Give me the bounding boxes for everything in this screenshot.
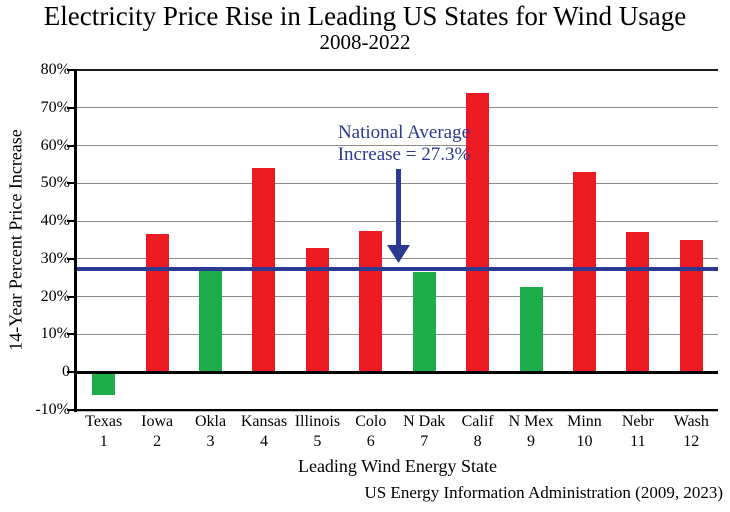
y-tick — [67, 371, 74, 374]
state-name: Colo — [355, 413, 387, 430]
chart-subtitle: 2008-2022 — [319, 30, 411, 54]
y-tick-label: 50% — [40, 174, 70, 192]
y-tick-label: -10% — [35, 401, 70, 418]
y-tick-label: 0 — [62, 363, 70, 381]
x-axis-title: Leading Wind Energy State — [297, 456, 498, 476]
bar-calif — [466, 92, 490, 373]
state-name: N Dak — [403, 413, 446, 430]
state-name: Calif — [461, 413, 494, 430]
y-tick-label: 60% — [40, 136, 70, 154]
state-rank: 10 — [576, 433, 593, 450]
x-tick-label-minn: Minn 10 — [550, 413, 618, 450]
gridline — [77, 107, 718, 109]
bar-texas — [92, 372, 116, 395]
state-name: Iowa — [141, 413, 174, 430]
y-tick-label: 20% — [40, 287, 70, 305]
y-tick — [67, 106, 74, 109]
state-rank: 4 — [259, 433, 268, 450]
y-axis-line — [74, 69, 77, 412]
y-tick — [67, 220, 74, 223]
state-name: N Mex — [508, 413, 554, 430]
state-rank: 12 — [683, 433, 700, 450]
state-rank: 2 — [153, 433, 162, 450]
state-name: Wash — [673, 413, 709, 430]
x-tick-label-okla: Okla 3 — [177, 413, 245, 450]
gridline — [77, 333, 718, 335]
x-axis-labels: Texas 1 Iowa 2 Okla 3 Kansas 4 Illinois 5 Colo 6 N D… — [0, 413, 730, 455]
state-rank: 9 — [527, 433, 536, 450]
down-arrow-icon — [387, 169, 410, 263]
state-name: Minn — [567, 413, 602, 430]
zero-line — [77, 370, 718, 374]
bar-n-dak — [412, 272, 436, 373]
x-tick-label-wash: Wash 12 — [657, 413, 725, 450]
y-tick — [67, 144, 74, 147]
y-tick — [67, 182, 74, 185]
national-average-annotation: National Average Increase = 27.3% — [294, 122, 514, 166]
state-rank: 5 — [313, 433, 322, 450]
state-rank: 6 — [366, 433, 375, 450]
x-tick-label-kansas: Kansas 4 — [230, 413, 298, 450]
bar-wash — [679, 240, 703, 373]
plot-top-border — [75, 69, 718, 71]
y-tick — [67, 257, 74, 260]
state-name: Texas — [85, 413, 123, 430]
x-tick-label-n-dak: N Dak 7 — [390, 413, 458, 450]
y-tick-label: 30% — [40, 249, 70, 267]
state-rank: 3 — [206, 433, 215, 450]
y-tick — [67, 69, 74, 71]
y-tick-label: 10% — [40, 325, 70, 343]
bar-illinois — [305, 247, 329, 373]
national-average-line — [77, 267, 718, 272]
state-name: Kansas — [240, 413, 288, 430]
annotation-line-2: Increase = 27.3% — [337, 144, 471, 165]
plot-bottom-border — [75, 409, 718, 411]
gridline — [77, 296, 718, 298]
y-tick — [67, 409, 74, 411]
x-tick-label-iowa: Iowa 2 — [123, 413, 191, 450]
bar-iowa — [145, 234, 169, 373]
bar-n-mex — [519, 287, 543, 373]
state-rank: 1 — [99, 433, 108, 450]
y-tick — [67, 333, 74, 336]
state-name: Okla — [194, 413, 227, 430]
x-tick-label-illinois: Illinois 5 — [283, 413, 351, 450]
state-name: Nebr — [621, 413, 654, 430]
bar-colo — [359, 230, 383, 373]
y-tick — [67, 295, 74, 298]
chart-title: Electricity Price Rise in Leading US Sta… — [43, 1, 687, 31]
bar-okla — [199, 270, 223, 373]
state-rank: 11 — [630, 433, 646, 450]
x-tick-label-nebr: Nebr 11 — [604, 413, 672, 450]
x-tick-label-n-mex: N Mex 9 — [497, 413, 565, 450]
y-tick-label: 80% — [40, 61, 70, 78]
y-tick-label: 70% — [40, 98, 70, 116]
state-rank: 8 — [473, 433, 482, 450]
source-credit: US Energy Information Administration (20… — [364, 483, 723, 502]
bar-nebr — [626, 232, 650, 373]
x-tick-label-calif: Calif 8 — [444, 413, 512, 450]
bar-minn — [572, 172, 596, 373]
x-tick-label-texas: Texas 1 — [70, 413, 138, 450]
gridline — [77, 145, 718, 147]
x-tick-label-colo: Colo 6 — [337, 413, 405, 450]
annotation-line-1: National Average — [337, 122, 471, 143]
plot-bottom-shadow — [75, 411, 718, 412]
state-rank: 7 — [420, 433, 429, 450]
state-name: Illinois — [294, 413, 341, 430]
y-tick-label: 40% — [40, 212, 70, 230]
